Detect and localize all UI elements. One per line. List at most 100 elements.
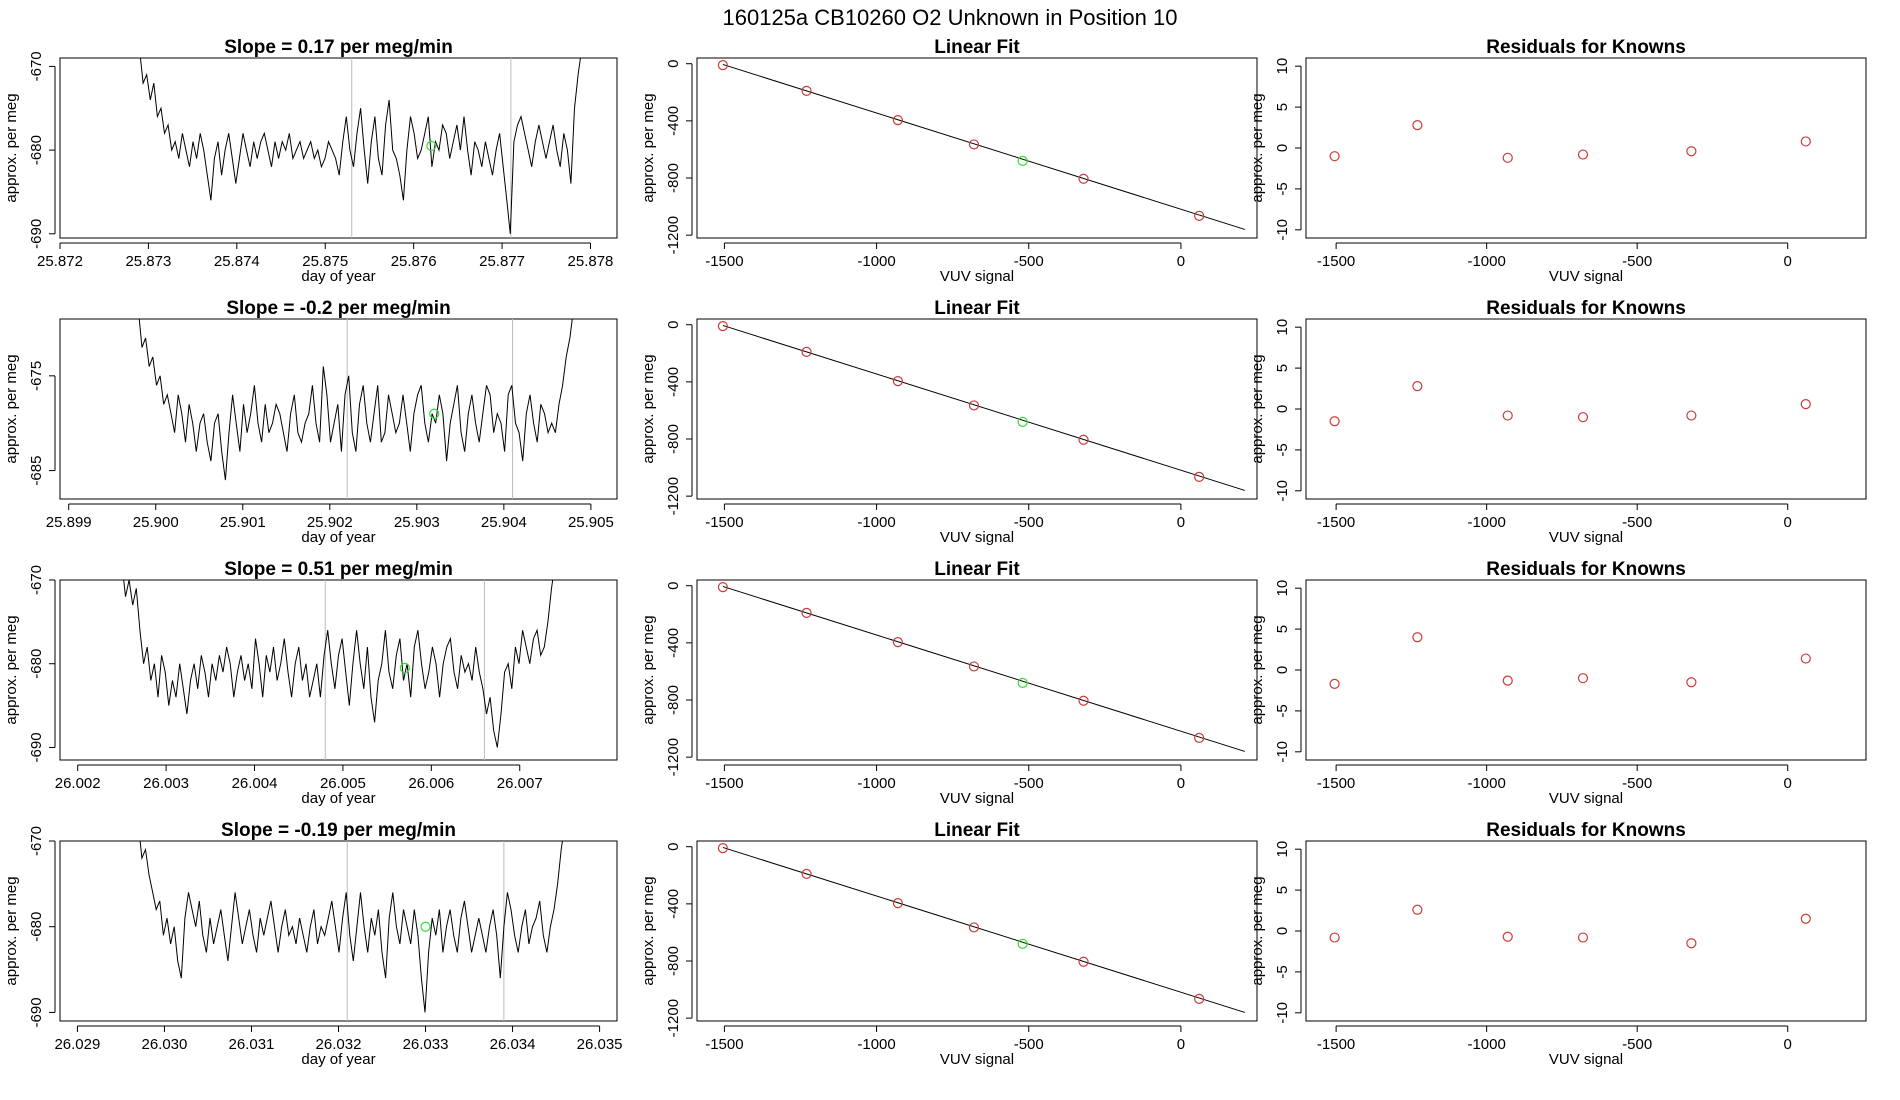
residual-point — [1412, 632, 1423, 643]
x-tick-label: -1500 — [1317, 253, 1355, 270]
x-tick-label: -1000 — [857, 1036, 895, 1053]
x-tick-label: 0 — [1177, 253, 1185, 270]
residual-point — [1800, 136, 1811, 147]
plot-frame — [696, 840, 1258, 1022]
x-tick-label: -1500 — [705, 514, 743, 531]
x-tick-label: -1500 — [705, 775, 743, 792]
x-tick-label: -500 — [1622, 1036, 1652, 1053]
y-tick-label: 0 — [1274, 666, 1291, 674]
y-tick-label: 5 — [1274, 103, 1291, 111]
unknown-point — [399, 662, 410, 674]
known-point — [1078, 173, 1089, 184]
y-tick-label: -680 — [28, 135, 45, 165]
y-tick-label: -1200 — [665, 477, 682, 515]
y-tick-label: -675 — [28, 361, 45, 391]
y-axis-label: approx. per meg — [1249, 615, 1266, 724]
x-tick-label: 26.032 — [316, 1036, 362, 1053]
panel-title: Residuals for Knowns — [1486, 298, 1686, 319]
y-tick-label: -400 — [665, 889, 682, 919]
y-tick-label: -680 — [28, 912, 45, 942]
signal-trace — [123, 580, 554, 748]
data-layer — [1329, 632, 1811, 690]
y-tick-label: -800 — [665, 163, 682, 193]
x-tick-label: 26.005 — [320, 775, 366, 792]
x-axis-label: day of year — [301, 268, 375, 285]
x-tick-label: -1500 — [1317, 514, 1355, 531]
x-tick-label: 25.903 — [394, 514, 440, 531]
y-tick-label: -670 — [28, 51, 45, 81]
data-layer — [123, 580, 554, 760]
y-tick-label: -10 — [1274, 219, 1291, 241]
y-axis-label: approx. per meg — [3, 93, 20, 202]
x-tick-label: -1500 — [1317, 1036, 1355, 1053]
plot-frame — [1305, 57, 1867, 239]
y-tick-label: 10 — [1274, 841, 1291, 858]
unknown-point — [1017, 155, 1028, 166]
plot-frame — [59, 840, 618, 1022]
known-point — [968, 400, 980, 411]
panel-title: Linear Fit — [934, 298, 1020, 319]
residual-point — [1686, 677, 1697, 688]
x-axis-label: VUV signal — [1549, 268, 1623, 285]
panel-title: Residuals for Knowns — [1486, 820, 1686, 841]
fit-line — [722, 585, 1245, 752]
fit-line — [722, 63, 1245, 230]
panel-title: Slope = 0.17 per meg/min — [224, 37, 453, 58]
y-axis-label: approx. per meg — [640, 615, 657, 724]
y-tick-label: -680 — [28, 649, 45, 679]
y-tick-label: -10 — [1274, 480, 1291, 502]
y-tick-label: -5 — [1274, 965, 1291, 978]
x-tick-label: 25.899 — [46, 514, 92, 531]
plot-frame — [59, 318, 618, 500]
data-layer — [139, 58, 581, 238]
known-point — [968, 139, 980, 150]
x-tick-label: -500 — [1622, 253, 1652, 270]
known-point — [801, 868, 812, 879]
x-tick-label: 26.029 — [54, 1036, 100, 1053]
residual-point — [1800, 653, 1811, 664]
y-tick-label: -400 — [665, 367, 682, 397]
x-tick-label: -1000 — [1467, 1036, 1505, 1053]
panel-8: Linear Fit VUV signal approx. per meg -1500… — [640, 559, 1258, 807]
unknown-point — [1017, 677, 1028, 688]
panel-10: Slope = -0.19 per meg/min day of year appr… — [3, 820, 623, 1068]
y-tick-label: -400 — [665, 106, 682, 136]
y-tick-label: -10 — [1274, 1002, 1291, 1024]
known-point — [717, 321, 728, 332]
known-point — [717, 582, 728, 593]
unknown-point — [429, 408, 440, 419]
known-point — [801, 346, 812, 357]
x-tick-label: 0 — [1177, 1036, 1185, 1053]
plot-frame — [1305, 840, 1867, 1022]
x-tick-label: -1000 — [1467, 253, 1505, 270]
figure-title: 160125a CB10260 O2 Unknown in Position 1… — [723, 5, 1178, 30]
known-point — [1194, 993, 1205, 1004]
x-tick-label: -1000 — [857, 253, 895, 270]
x-axis-label: VUV signal — [940, 1051, 1014, 1068]
x-tick-label: 25.902 — [307, 514, 353, 531]
data-layer — [1329, 380, 1811, 427]
x-tick-label: -500 — [1014, 253, 1044, 270]
x-tick-label: 25.900 — [133, 514, 179, 531]
residual-point — [1412, 904, 1423, 915]
x-tick-label: 25.877 — [479, 253, 525, 270]
residual-point — [1502, 931, 1513, 942]
y-tick-label: 10 — [1274, 580, 1291, 597]
panel-title: Slope = 0.51 per meg/min — [224, 559, 453, 580]
plot-frame — [1305, 318, 1867, 500]
data-layer — [138, 319, 573, 499]
panel-9: Residuals for Knowns VUV signal approx. pe… — [1249, 559, 1867, 807]
x-tick-label: 25.874 — [214, 253, 260, 270]
x-tick-label: 25.878 — [568, 253, 614, 270]
known-point — [892, 376, 903, 387]
x-axis-label: day of year — [301, 790, 375, 807]
y-tick-label: -1200 — [665, 216, 682, 254]
x-tick-label: 26.031 — [229, 1036, 275, 1053]
x-axis-label: VUV signal — [1549, 790, 1623, 807]
panel-grid: Slope = 0.17 per meg/min day of year appro… — [3, 37, 1867, 1068]
plot-frame — [696, 579, 1258, 761]
y-tick-label: -800 — [665, 424, 682, 454]
data-layer — [717, 582, 1245, 752]
unknown-point — [1017, 938, 1028, 949]
y-tick-label: -800 — [665, 946, 682, 976]
